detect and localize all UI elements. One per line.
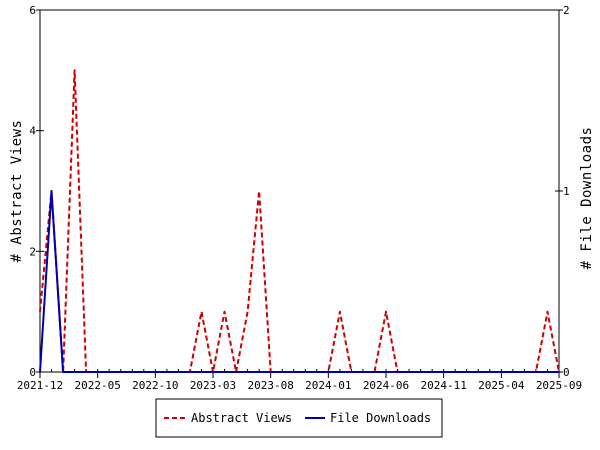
y-left-tick-label: 2 [29, 245, 36, 258]
x-tick-label: 2025-04 [478, 379, 525, 392]
legend: Abstract Views File Downloads [155, 398, 443, 438]
x-tick-label: 2024-01 [305, 379, 351, 392]
y-left-tick-label: 0 [29, 366, 36, 379]
series-line-file-downloads [39, 190, 559, 373]
series-layer [39, 69, 560, 373]
y-axis-right: 0 1 2 [555, 4, 570, 379]
y-left-tick-label: 4 [29, 125, 36, 138]
y-axis-left-title: # Abstract Views [9, 120, 25, 263]
legend-box [155, 398, 443, 438]
x-tick-label: 2024-11 [420, 379, 466, 392]
legend-label-abstract-views: Abstract Views [191, 411, 292, 425]
x-tick-label: 2021-12 [17, 379, 63, 392]
legend-label-file-downloads: File Downloads [330, 411, 431, 425]
x-tick-label: 2023-03 [190, 379, 236, 392]
y-left-tick-label: 6 [29, 4, 36, 17]
y-right-tick-label: 0 [563, 366, 570, 379]
y-axis-right-title: # File Downloads [579, 127, 595, 270]
x-tick-label: 2023-08 [247, 379, 293, 392]
y-right-tick-label: 1 [563, 185, 570, 198]
x-tick-label: 2022-05 [74, 379, 120, 392]
x-tick-label: 2022-10 [132, 379, 178, 392]
x-tick-label: 2024-06 [363, 379, 409, 392]
plot-frame [39, 9, 560, 373]
y-right-tick-label: 2 [563, 4, 570, 17]
y-axis-left: 0 2 4 6 [29, 4, 44, 379]
x-tick-label: 2025-09 [536, 379, 582, 392]
x-axis: 2021-12 2022-05 2022-10 2023-03 2023-08 2024-… [17, 369, 582, 392]
series-line-abstract-views [39, 69, 560, 373]
